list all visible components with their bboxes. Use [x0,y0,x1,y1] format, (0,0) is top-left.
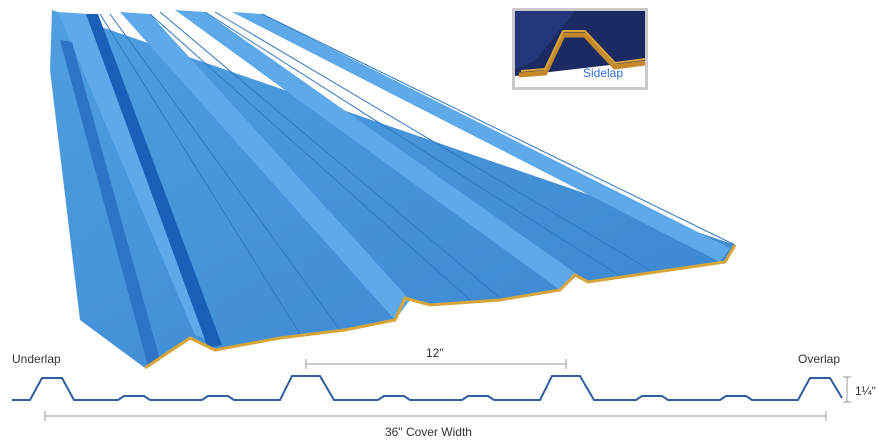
panel-profile-line [12,375,843,401]
panel-valley-1 [86,14,222,348]
panel-rib-2 [120,12,410,320]
rib-spacing-label: 12" [426,346,444,360]
panel-rib-4 [232,12,730,262]
panel-rib-3 [175,10,578,290]
overlap-label: Overlap [798,352,841,366]
rib-height-label: 1¼" [855,384,876,398]
sidelap-label: Sidelap [582,66,623,80]
panel-edge [144,244,737,370]
panel-valley-2 [60,40,160,366]
sidelap-inset: Sidelap [512,8,648,90]
sidelap-detail-illustration [515,11,645,78]
underlap-label: Underlap [12,352,61,366]
panel-shade-lines [99,11,736,335]
cover-width-label: 36" Cover Width [385,425,472,439]
